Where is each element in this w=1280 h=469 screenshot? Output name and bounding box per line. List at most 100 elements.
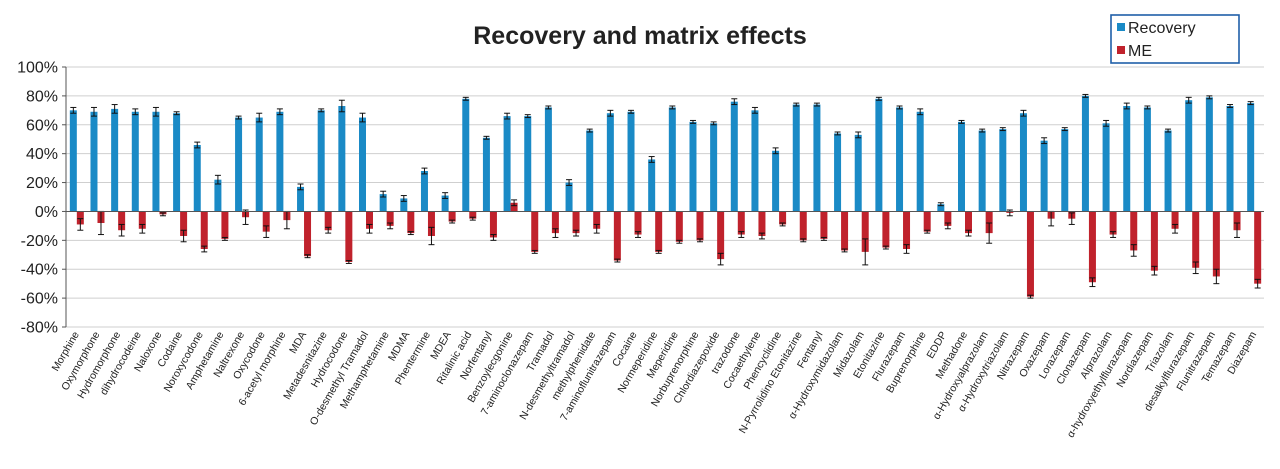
recovery-bar-group [1226,104,1234,212]
recovery-bar-group [710,121,718,212]
me-bar [551,211,559,234]
me-bar [923,211,931,232]
recovery-bar-group [1102,119,1110,212]
me-bar-group [737,211,745,238]
me-bar-group [76,211,84,231]
me-bar [76,211,84,225]
recovery-bar-group [173,111,181,212]
me-bar-group [159,211,167,217]
recovery-bar [524,116,532,212]
me-bar-group [675,211,683,244]
me-bar [1109,211,1117,235]
recovery-bar-group [111,104,119,212]
recovery-bar-group [834,131,842,212]
legend-swatch-me [1117,46,1125,54]
recovery-bar [338,106,346,212]
me-bar [779,211,787,225]
me-bar-group [1192,211,1200,275]
recovery-bar [131,111,139,212]
me-bar-group [1171,211,1179,234]
recovery-bar [441,195,449,212]
me-bar-group [985,211,993,244]
recovery-bar-group [338,99,346,212]
recovery-bar [1205,97,1213,212]
me-bar-group [118,211,126,237]
recovery-bar-group [689,119,697,212]
me-bar [262,211,270,232]
me-bar-group [283,210,291,230]
recovery-bar-group [648,156,656,212]
me-bar-group [696,211,704,243]
me-bar-group [180,211,188,243]
y-tick-label: 20% [26,175,58,192]
me-bar [655,211,663,252]
me-bar-group [861,211,869,266]
y-tick-label: -60% [21,291,58,308]
recovery-bar-group [958,119,965,212]
recovery-bar-group [400,195,408,212]
me-bar-group [324,211,332,234]
me-bar [366,211,373,229]
me-bar-group [655,211,663,254]
recovery-bar-group [896,105,904,212]
me-bar [861,211,869,252]
me-bar-group [427,211,435,246]
recovery-bar-group [1143,105,1151,212]
me-bar-group [386,211,394,230]
recovery-bar [999,129,1007,212]
recovery-bar [648,159,656,212]
me-bar [1233,211,1241,231]
me-bar-group [923,211,931,234]
recovery-bar [854,134,862,212]
recovery-bar-group [1081,93,1089,212]
me-bar-group [531,211,539,254]
me-bar-group [1212,211,1220,285]
recovery-bar [916,111,924,212]
legend-label-recovery: Recovery [1128,20,1196,37]
me-bar [531,211,539,252]
me-bar-group [841,211,849,253]
me-bar-group [262,211,270,238]
me-bar-group [345,211,353,264]
me-bar [1088,211,1096,283]
recovery-bar [586,130,594,212]
me-bar [985,211,993,234]
me-bar-group [820,211,828,241]
me-bar-group [1109,211,1117,238]
me-bar-group [448,211,456,224]
me-bar [138,211,146,229]
recovery-bar-group [978,128,986,212]
me-bar [1171,211,1179,229]
me-bar [613,211,621,261]
recovery-bar [1081,95,1089,212]
recovery-bar [69,110,77,212]
me-bar-group [634,211,642,238]
me-bar [1192,211,1200,268]
recovery-bar [1164,130,1172,212]
recovery-bar-group [317,108,325,212]
recovery-bar [255,117,263,212]
recovery-bar-group [916,108,924,212]
y-tick-label: 60% [26,117,58,134]
recovery-bar [1040,140,1048,212]
me-bar-group [903,211,911,254]
me-bar-group [965,211,972,237]
me-bar-group [613,211,621,263]
me-bar-group [200,211,208,253]
recovery-bar [689,121,697,212]
recovery-bar-group [462,96,470,212]
me-bar [1130,211,1138,251]
me-bar [345,211,353,262]
recovery-bar-group [1123,102,1131,212]
recovery-bar-group [524,114,532,212]
recovery-bar-group [441,192,449,212]
recovery-bar [420,171,428,212]
recovery-bar-group [1205,95,1213,212]
recovery-bar-group [1061,127,1069,212]
recovery-bar-group [586,128,594,212]
recovery-bar-group [359,112,366,212]
me-bar-group [510,199,518,212]
recovery-bar-group [255,112,263,212]
bar-series [69,93,1262,299]
